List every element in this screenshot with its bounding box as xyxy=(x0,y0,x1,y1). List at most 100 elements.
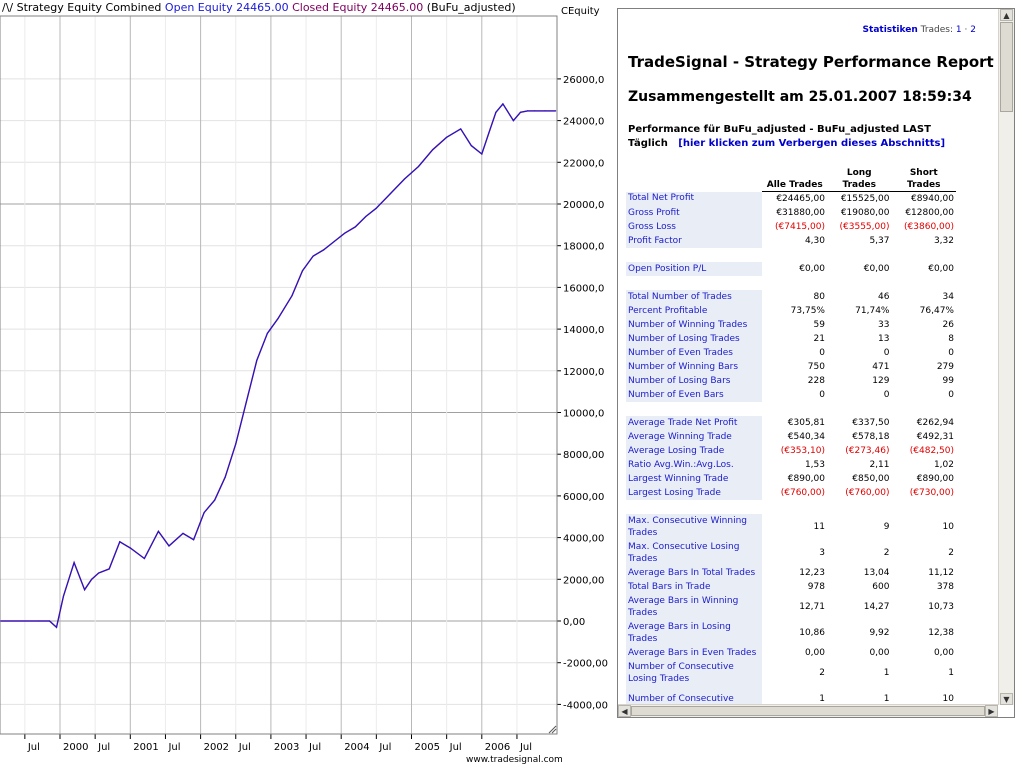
stat-label[interactable]: Total Bars in Trade xyxy=(626,580,763,594)
hide-section-link[interactable]: [hier klicken zum Verbergen dieses Absch… xyxy=(678,138,946,149)
stat-label[interactable]: Number of Winning Trades xyxy=(626,318,763,332)
stat-label[interactable]: Total Number of Trades xyxy=(626,290,763,304)
stat-value-short: 11,12 xyxy=(928,567,954,578)
y-tick-label: 4000,00 xyxy=(563,534,604,545)
equity-data-point xyxy=(84,589,86,591)
vertical-scroll-thumb[interactable] xyxy=(1000,22,1013,112)
stat-value-all: 978 xyxy=(807,581,825,592)
scroll-right-icon[interactable]: ▶ xyxy=(985,705,998,717)
stat-label[interactable]: Average Winning Trade xyxy=(626,430,763,444)
equity-data-point xyxy=(526,110,529,112)
stat-label[interactable]: Average Losing Trade xyxy=(626,444,763,458)
stat-value-short: 1 xyxy=(948,668,954,678)
stats-row: Ratio Avg.Win.:Avg.Los. 1,53 2,11 1,02 xyxy=(626,458,956,472)
scroll-up-icon[interactable]: ▲ xyxy=(1000,9,1013,21)
trades-page-2-link[interactable]: 2 xyxy=(970,25,976,35)
y-tick-label: 20000,0 xyxy=(563,200,604,211)
stat-label[interactable]: Open Position P/L xyxy=(626,262,763,276)
stat-value-all: 1,53 xyxy=(804,459,825,470)
vertical-scrollbar[interactable]: ▲ ▼ xyxy=(998,9,1014,705)
stat-label[interactable]: Gross Loss xyxy=(626,220,763,234)
stat-value-long: 46 xyxy=(878,291,890,302)
x-axis: Jul 2000 Jul 2001 Jul 2002 Jul 2003 Jul 2004 Jul 20… xyxy=(24,734,532,753)
equity-chart[interactable]: 26000,0 24000,0 22000,0 20000,0 18000,0 16000… xyxy=(0,0,614,768)
stats-row: Average Losing Trade (€353,10) (€273,46) (€… xyxy=(626,444,956,458)
x-tick-label: 2004 xyxy=(344,742,369,753)
horizontal-scroll-thumb[interactable] xyxy=(631,706,985,716)
stat-value-short: 10,73 xyxy=(928,602,954,612)
stat-value-short: 0,00 xyxy=(933,647,954,658)
statistics-link[interactable]: Statistiken xyxy=(862,25,918,35)
equity-data-point xyxy=(48,620,51,622)
equity-data-point xyxy=(312,255,314,257)
stat-label[interactable]: Largest Winning Trade xyxy=(626,472,763,486)
stat-value-short: (€3860,00) xyxy=(904,221,954,232)
stat-value-long: 5,37 xyxy=(869,235,890,246)
stat-value-all: €540,34 xyxy=(787,431,825,442)
stats-header-row: Alle Trades Long Trades Short Trades xyxy=(626,167,956,192)
stat-value-short: 0 xyxy=(948,347,954,358)
chart-grid xyxy=(0,16,557,734)
x-tick-label: 2002 xyxy=(204,742,229,753)
equity-data-point xyxy=(203,511,205,514)
scroll-left-icon[interactable]: ◀ xyxy=(618,705,631,717)
equity-data-point xyxy=(129,547,131,549)
equity-chart-panel[interactable]: 26000,0 24000,0 22000,0 20000,0 18000,0 16000… xyxy=(0,0,614,768)
stat-label[interactable]: Average Trade Net Profit xyxy=(626,416,763,430)
y-tick-label: 6000,00 xyxy=(563,492,604,503)
stat-value-all: (€7415,00) xyxy=(775,221,825,232)
stat-value-all: 3 xyxy=(819,548,825,558)
stat-label[interactable]: Average Bars In Total Trades xyxy=(626,566,763,580)
stat-value-all: 228 xyxy=(807,375,825,386)
equity-data-point xyxy=(214,499,216,501)
resize-grip-icon[interactable] xyxy=(548,725,557,734)
stat-label[interactable]: Max. Consecutive Winning Trades xyxy=(626,514,763,540)
stat-label[interactable]: Number of Even Bars xyxy=(626,388,763,402)
stat-label[interactable]: Number of Consecutive xyxy=(626,686,763,705)
stat-label[interactable]: Number of Losing Trades xyxy=(626,332,763,346)
stat-label[interactable]: Gross Profit xyxy=(626,206,763,220)
stat-label[interactable]: Average Bars in Winning Trades xyxy=(626,594,763,620)
stat-value-short: 8 xyxy=(948,333,954,344)
stat-label[interactable]: Largest Losing Trade xyxy=(626,486,763,500)
stat-label[interactable]: Average Bars in Even Trades xyxy=(626,646,763,660)
y-axis-title: CEquity xyxy=(561,6,600,17)
stats-row: Number of Losing Trades 21 13 8 xyxy=(626,332,956,346)
instrument-label: (BuFu_adjusted) xyxy=(426,1,516,14)
y-tick-label: -2000,00 xyxy=(563,659,608,670)
performance-heading: Performance für BuFu_adjusted - BuFu_adj… xyxy=(628,123,945,151)
stat-value-all: (€760,00) xyxy=(780,487,825,498)
stat-value-short: €262,94 xyxy=(916,417,954,428)
stat-value-long: 1 xyxy=(883,694,890,704)
equity-data-point xyxy=(519,111,522,113)
y-tick-label: 10000,0 xyxy=(563,409,604,420)
stat-value-all: €305,81 xyxy=(787,417,825,428)
trades-page-1-link[interactable]: 1 xyxy=(955,25,962,35)
stats-row: Number of Losing Bars 228 129 99 xyxy=(626,374,956,388)
stat-label[interactable]: Max. Consecutive Losing Trades xyxy=(626,540,763,566)
equity-data-point xyxy=(555,110,557,112)
stat-label[interactable]: Ratio Avg.Win.:Avg.Los. xyxy=(626,458,763,472)
stat-label[interactable]: Number of Winning Bars xyxy=(626,360,763,374)
scroll-down-icon[interactable]: ▼ xyxy=(1000,693,1013,705)
horizontal-scrollbar[interactable]: ◀ ▶ xyxy=(618,704,998,717)
performance-report-panel[interactable]: Statistiken Trades: 1 · 2 TradeSignal - … xyxy=(617,8,1015,718)
stat-value-long: 600 xyxy=(872,581,890,592)
stats-row: Number of Winning Bars 750 471 279 xyxy=(626,360,956,374)
stat-label[interactable]: Percent Profitable xyxy=(626,304,763,318)
equity-data-point xyxy=(365,215,367,218)
stat-label[interactable]: Number of Consecutive Losing Trades xyxy=(626,660,763,686)
x-tick-label: Jul xyxy=(449,742,462,753)
stat-label[interactable]: Total Net Profit xyxy=(626,191,763,206)
stat-label[interactable]: Average Bars in Losing Trades xyxy=(626,620,763,646)
stat-value-all: 1 xyxy=(819,694,825,704)
report-date: Zusammengestellt am 25.01.2007 18:59:34 xyxy=(628,89,972,105)
stat-label[interactable]: Number of Losing Bars xyxy=(626,374,763,388)
x-tick-label: 2006 xyxy=(485,742,510,753)
closed-equity-line xyxy=(0,102,556,629)
stat-value-short: 1,02 xyxy=(933,459,954,470)
equity-data-point xyxy=(323,249,325,251)
stats-group-gap xyxy=(626,500,956,514)
stat-label[interactable]: Number of Even Trades xyxy=(626,346,763,360)
stat-label[interactable]: Profit Factor xyxy=(626,234,763,248)
